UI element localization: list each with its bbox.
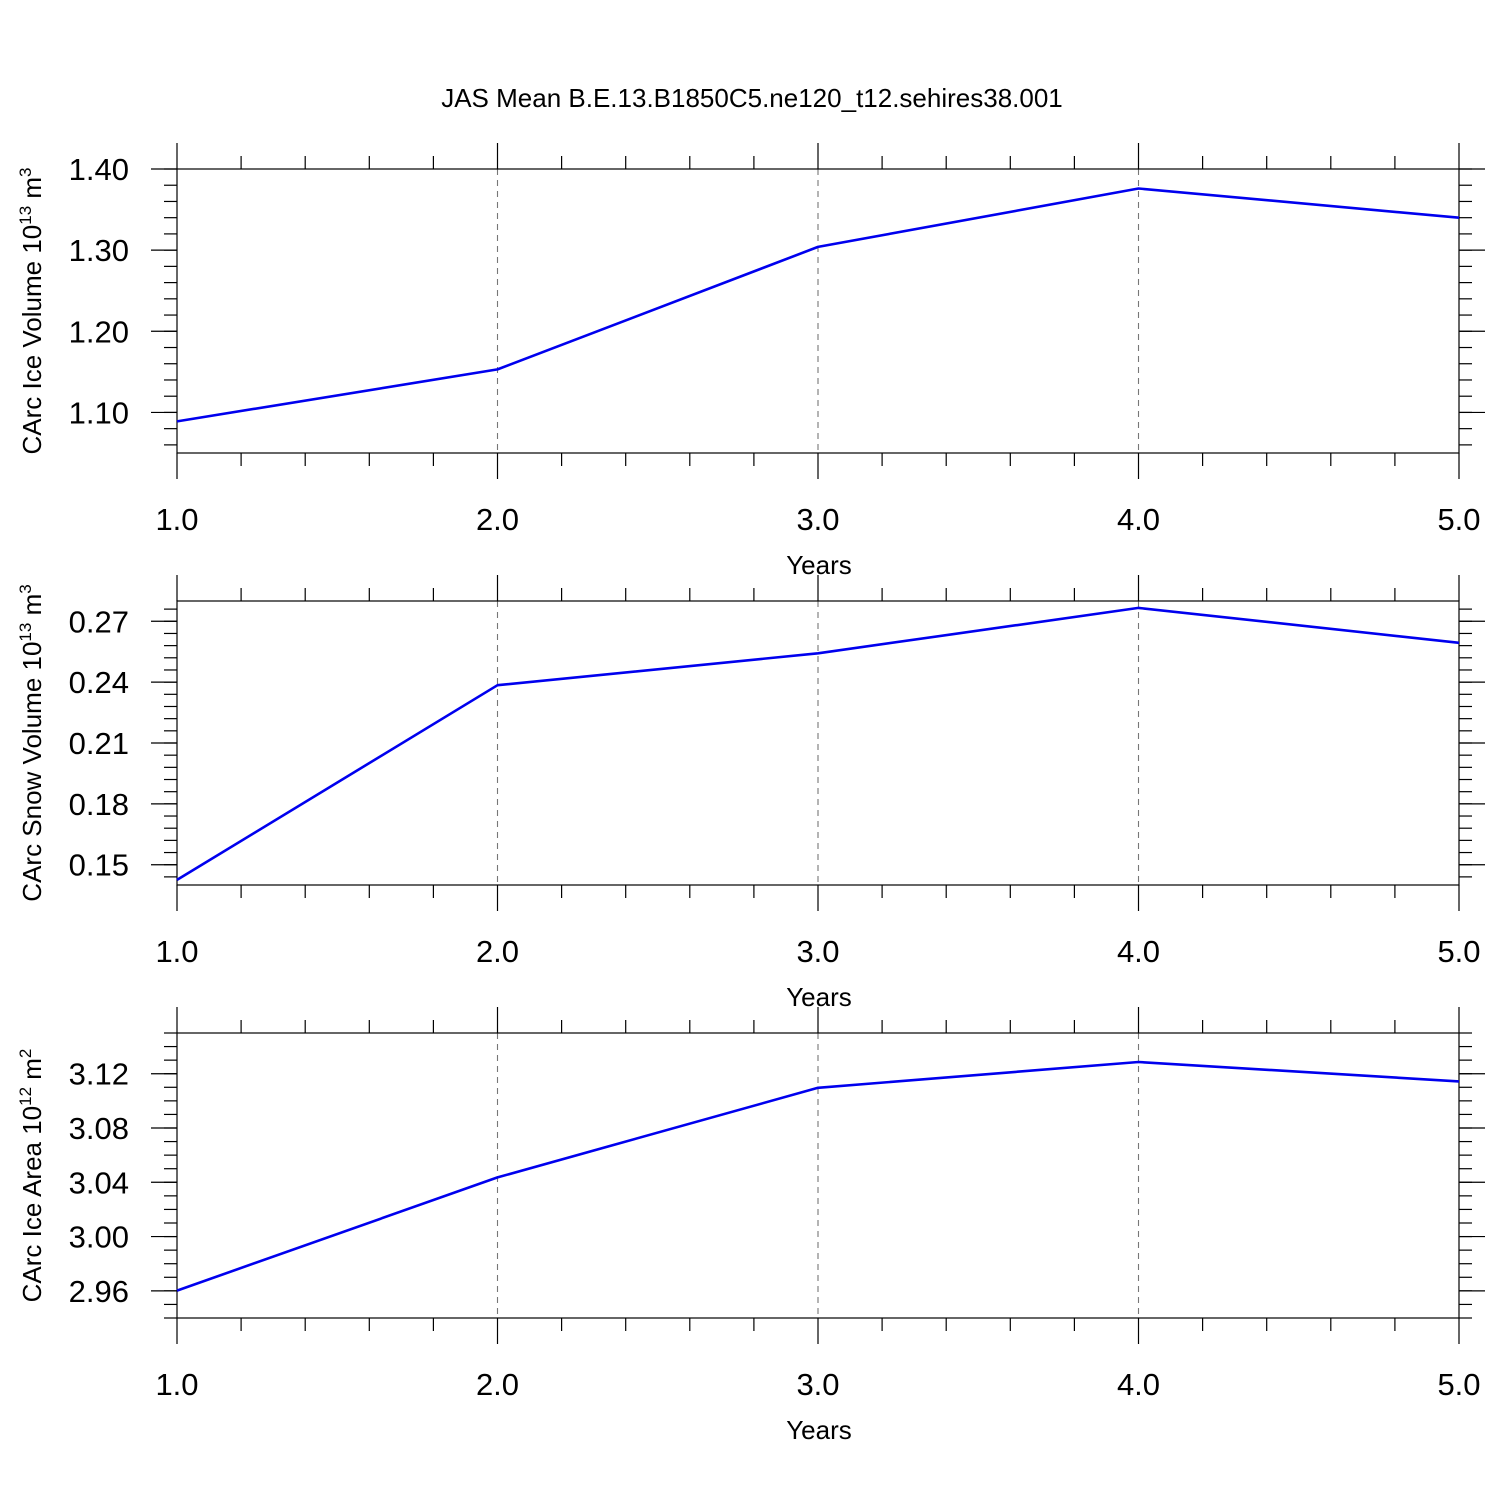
y-tick-label: 3.00 [69,1220,129,1255]
y-tick-label: 2.96 [69,1274,129,1309]
y-tick-label: 1.10 [69,395,129,430]
x-tick-label: 2.0 [476,1367,519,1402]
y-axis-label: CArc Snow Volume 1013 m3 [16,584,47,901]
x-tick-label: 2.0 [476,934,519,969]
x-tick-label: 1.0 [155,1367,198,1402]
x-tick-label: 3.0 [796,502,839,537]
y-tick-label: 0.27 [69,604,129,639]
chart-panel-1: 1.0 2.0 3.0 4.0 5.0 Years 1.10 1.20 1.30 1.40 CArc… [16,143,1485,580]
x-tick-label: 4.0 [1117,1367,1160,1402]
series-line-1 [176,187,1460,423]
x-tick-label: 3.0 [796,934,839,969]
y-axis-label: CArc Ice Volume 1013 m3 [16,167,47,454]
x-tick-label: 5.0 [1437,1367,1480,1402]
series-line-1 [176,1060,1460,1292]
x-tick-label: 1.0 [155,934,198,969]
x-tick-label: 5.0 [1437,502,1480,537]
y-tick-label: 3.08 [69,1111,129,1146]
x-tick-label: 4.0 [1117,502,1160,537]
x-tick-label: 1.0 [155,502,198,537]
x-tick-label: 2.0 [476,502,519,537]
x-tick-label: 3.0 [796,1367,839,1402]
y-tick-label: 0.21 [69,726,129,761]
plot-frame [176,168,1460,454]
x-tick-label: 4.0 [1117,934,1160,969]
x-axis-label: Years [786,982,852,1012]
y-tick-label: 0.24 [69,665,129,700]
y-tick-label: 0.18 [69,787,129,822]
y-tick-label: 1.20 [69,314,129,349]
chart-panel-3: 1.0 2.0 3.0 4.0 5.0 Years 2.96 3.00 3.04 3.08 3.12… [16,1007,1485,1445]
y-tick-label: 3.12 [69,1057,129,1092]
figure-title: JAS Mean B.E.13.B1850C5.ne120_t12.sehire… [441,83,1063,113]
y-axis-label: CArc Ice Area 1012 m2 [16,1049,47,1303]
y-tick-label: 1.30 [69,233,129,268]
series-line-1 [176,606,1460,882]
x-axis-label: Years [786,550,852,580]
plot-frame [176,600,1460,886]
chart-panel-2: 1.0 2.0 3.0 4.0 5.0 Years 0.15 0.18 0.21 0.24 0.27… [16,575,1485,1012]
y-tick-label: 3.04 [69,1165,129,1200]
x-tick-label: 5.0 [1437,934,1480,969]
y-tick-label: 1.40 [69,152,129,187]
x-axis-label: Years [786,1415,852,1445]
y-tick-label: 0.15 [69,848,129,883]
